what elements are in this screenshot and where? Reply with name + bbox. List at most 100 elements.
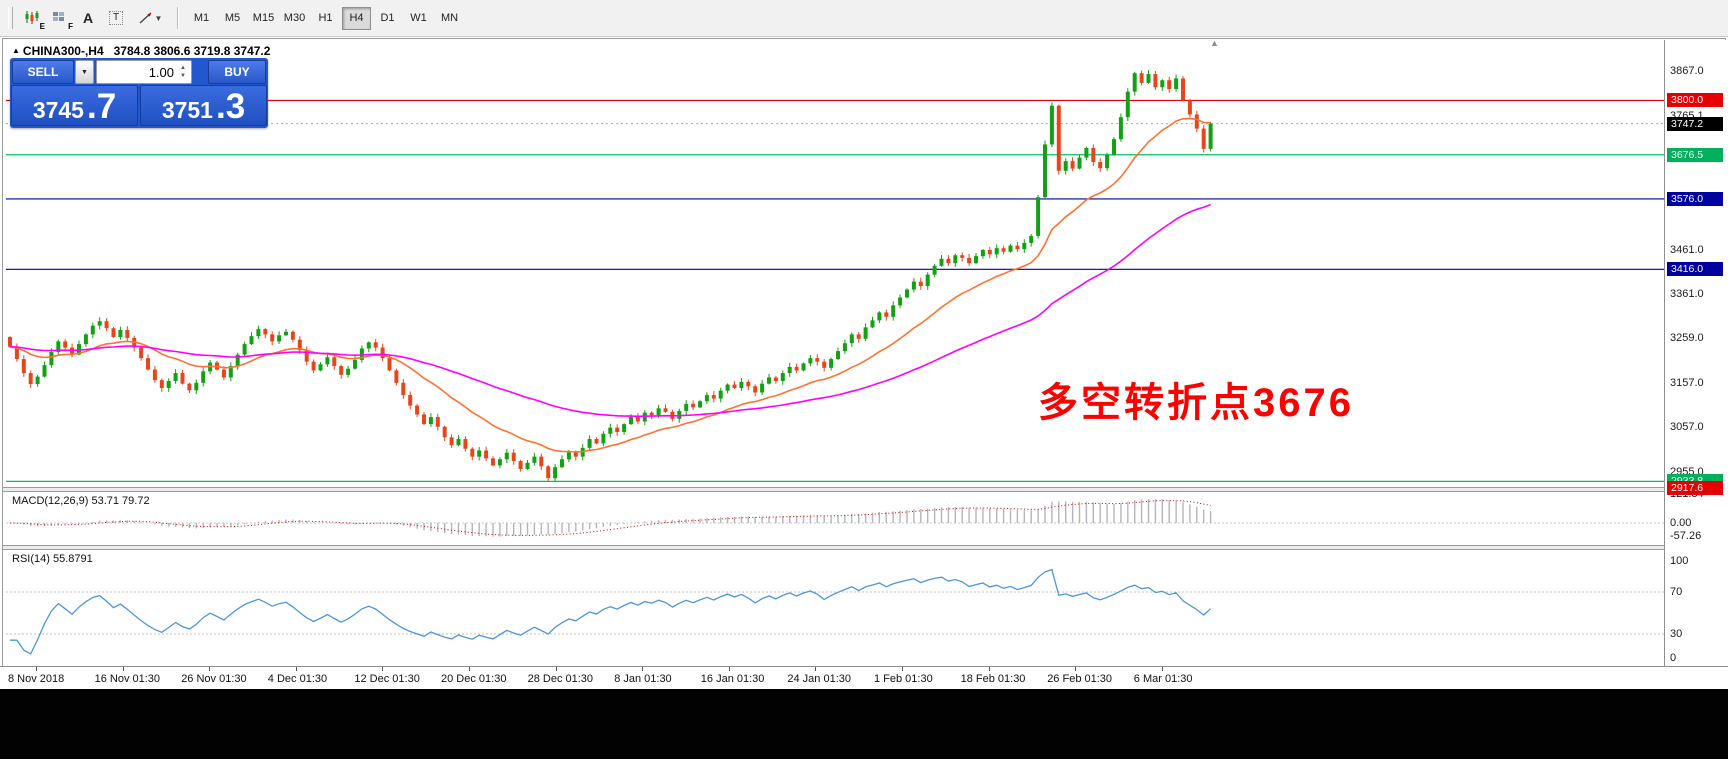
- price-axis-label: 3361.0: [1670, 287, 1704, 300]
- price-axis-label: 3259.0: [1670, 332, 1704, 345]
- date-axis-label: 4 Dec 01:30: [267, 673, 328, 685]
- sell-price-main: 3745: [32, 97, 84, 123]
- rsi-axis-label: 100: [1670, 554, 1689, 567]
- date-axis-tick: [209, 667, 211, 671]
- chart-symbols-icon[interactable]: E: [18, 6, 46, 31]
- trade-prices-row: 3745 .7 3751 .3: [10, 85, 268, 127]
- macd-axis-label: 0.00: [1670, 517, 1692, 529]
- toolbar: E F A T ▼ M1 M5 M15 M30 H1 H4: [0, 0, 1728, 37]
- collapse-triangle-icon[interactable]: ▲: [12, 46, 20, 55]
- data-grid-icon[interactable]: F: [46, 6, 74, 31]
- date-axis-tick: [36, 667, 37, 671]
- timeframe-w1[interactable]: W1: [404, 7, 433, 30]
- date-axis-tick: [122, 667, 124, 671]
- date-axis-tick: [728, 667, 730, 671]
- symbol-ohlc-header: ▲ CHINA300-,H4 3784.8 3806.6 3719.8 3747.2: [12, 44, 270, 58]
- screen-background: [0, 689, 1728, 759]
- price-axis-marker: 3676.5: [1667, 147, 1723, 162]
- icon-sub-label: E: [39, 21, 45, 31]
- rsi-pane[interactable]: [6, 550, 1664, 666]
- timeframe-m15[interactable]: M15: [249, 7, 278, 30]
- buy-price-button[interactable]: 3751 .3: [140, 85, 267, 126]
- buy-price-pips: .3: [215, 86, 246, 126]
- label-tool-icon[interactable]: T: [102, 6, 130, 31]
- date-axis-tick: [469, 667, 470, 671]
- price-axis-label: 3157.0: [1670, 377, 1704, 390]
- text-tool-letter: A: [82, 10, 94, 26]
- label-tool-letter: T: [108, 11, 124, 25]
- volume-decrement-button[interactable]: ▼: [180, 73, 186, 79]
- chart-window-frame: [2, 38, 1726, 689]
- symbol-name: CHINA300-,H4: [22, 44, 104, 58]
- grid-icon: [53, 12, 64, 21]
- macd-axis-label: -57.26: [1670, 530, 1702, 543]
- date-axis-label: 8 Nov 2018: [8, 673, 65, 685]
- volume-value: 1.00: [148, 64, 174, 80]
- price-axis-label: 3461.0: [1670, 243, 1704, 256]
- macd-pane[interactable]: [6, 492, 1664, 545]
- toolbar-separator: [177, 7, 179, 29]
- price-axis-marker: 3800.0: [1667, 93, 1723, 108]
- toolbar-grip[interactable]: [8, 7, 13, 29]
- date-axis-tick: [1075, 667, 1077, 671]
- dropdown-caret-icon: ▼: [154, 13, 163, 23]
- macd-histogram-layer: [16, 498, 1212, 537]
- date-axis-tick: [295, 667, 297, 671]
- timeframe-mn[interactable]: MN: [435, 7, 464, 30]
- date-axis-tick: [555, 667, 557, 671]
- date-axis-label: 16 Jan 01:30: [700, 673, 765, 685]
- horizontal-lines-layer: [6, 99, 1664, 482]
- volume-increment-button[interactable]: ▲: [180, 65, 186, 71]
- date-axis-tick: [1161, 667, 1163, 671]
- date-axis-label: 8 Jan 01:30: [614, 673, 672, 685]
- text-tool-icon[interactable]: A: [74, 6, 102, 31]
- price-axis-label: 3867.0: [1670, 65, 1704, 77]
- price-axis-marker: 3747.2: [1667, 116, 1723, 131]
- ohlc-values: 3784.8 3806.6 3719.8 3747.2: [113, 44, 271, 58]
- date-axis-label: 20 Dec 01:30: [441, 673, 507, 685]
- rsi-axis-label: 0: [1670, 652, 1677, 664]
- date-axis-label: 12 Dec 01:30: [354, 673, 420, 685]
- date-axis-label: 26 Feb 01:30: [1047, 673, 1113, 685]
- icon-sub-label: F: [68, 21, 73, 31]
- volume-preset-dropdown[interactable]: ▼: [75, 60, 94, 84]
- timeframe-m30[interactable]: M30: [280, 7, 309, 30]
- trendline-icon: [139, 12, 152, 24]
- sell-button[interactable]: SELL: [12, 60, 74, 84]
- timeframe-m1[interactable]: M1: [187, 7, 216, 30]
- chart-shift-marker-icon[interactable]: ▲: [1210, 38, 1219, 48]
- line-studies-icon[interactable]: ▼: [130, 6, 170, 31]
- date-axis[interactable]: 8 Nov 2018 16 Nov 01:30 26 Nov 01:30 4 Dec …: [0, 666, 1728, 689]
- date-axis-tick: [988, 667, 990, 671]
- price-axis-marker: 3576.0: [1667, 191, 1723, 206]
- timeframe-d1[interactable]: D1: [373, 7, 402, 30]
- date-axis-label: 26 Nov 01:30: [181, 673, 247, 685]
- buy-price-main: 3751: [161, 97, 213, 123]
- macd-pane-splitter[interactable]: [3, 487, 1725, 492]
- timeframe-h4[interactable]: H4: [342, 6, 371, 30]
- volume-input[interactable]: 1.00 ▲ ▼: [96, 60, 192, 84]
- timeframe-h1[interactable]: H1: [311, 7, 340, 30]
- rsi-pane-splitter[interactable]: [3, 545, 1725, 550]
- date-axis-label: 6 Mar 01:30: [1133, 673, 1193, 685]
- buy-button[interactable]: BUY: [208, 60, 266, 84]
- timeframe-m5[interactable]: M5: [218, 7, 247, 30]
- rsi-title: RSI(14) 55.8791: [12, 553, 93, 565]
- date-axis-label: 18 Feb 01:30: [960, 673, 1026, 685]
- sell-price-button[interactable]: 3745 .7: [11, 85, 138, 126]
- date-axis-tick: [382, 667, 384, 671]
- dropdown-caret-icon: ▼: [81, 68, 88, 76]
- volume-spinner: ▲ ▼: [176, 61, 190, 83]
- date-axis-tick: [642, 667, 644, 671]
- main-price-chart[interactable]: [6, 40, 1664, 487]
- macd-title: MACD(12,26,9) 53.71 79.72: [12, 495, 150, 507]
- rsi-axis-label: 30: [1670, 628, 1683, 640]
- price-axis[interactable]: 3867.03765.13461.03361.03259.03157.03057…: [1664, 40, 1728, 666]
- price-axis-label: 3057.0: [1670, 421, 1704, 434]
- date-axis-tick: [815, 667, 817, 671]
- date-axis-label: 16 Nov 01:30: [94, 673, 161, 685]
- moving-averages-layer: [9, 117, 1211, 453]
- price-axis-marker: 3416.0: [1667, 262, 1723, 277]
- candles-layer: [8, 70, 1213, 482]
